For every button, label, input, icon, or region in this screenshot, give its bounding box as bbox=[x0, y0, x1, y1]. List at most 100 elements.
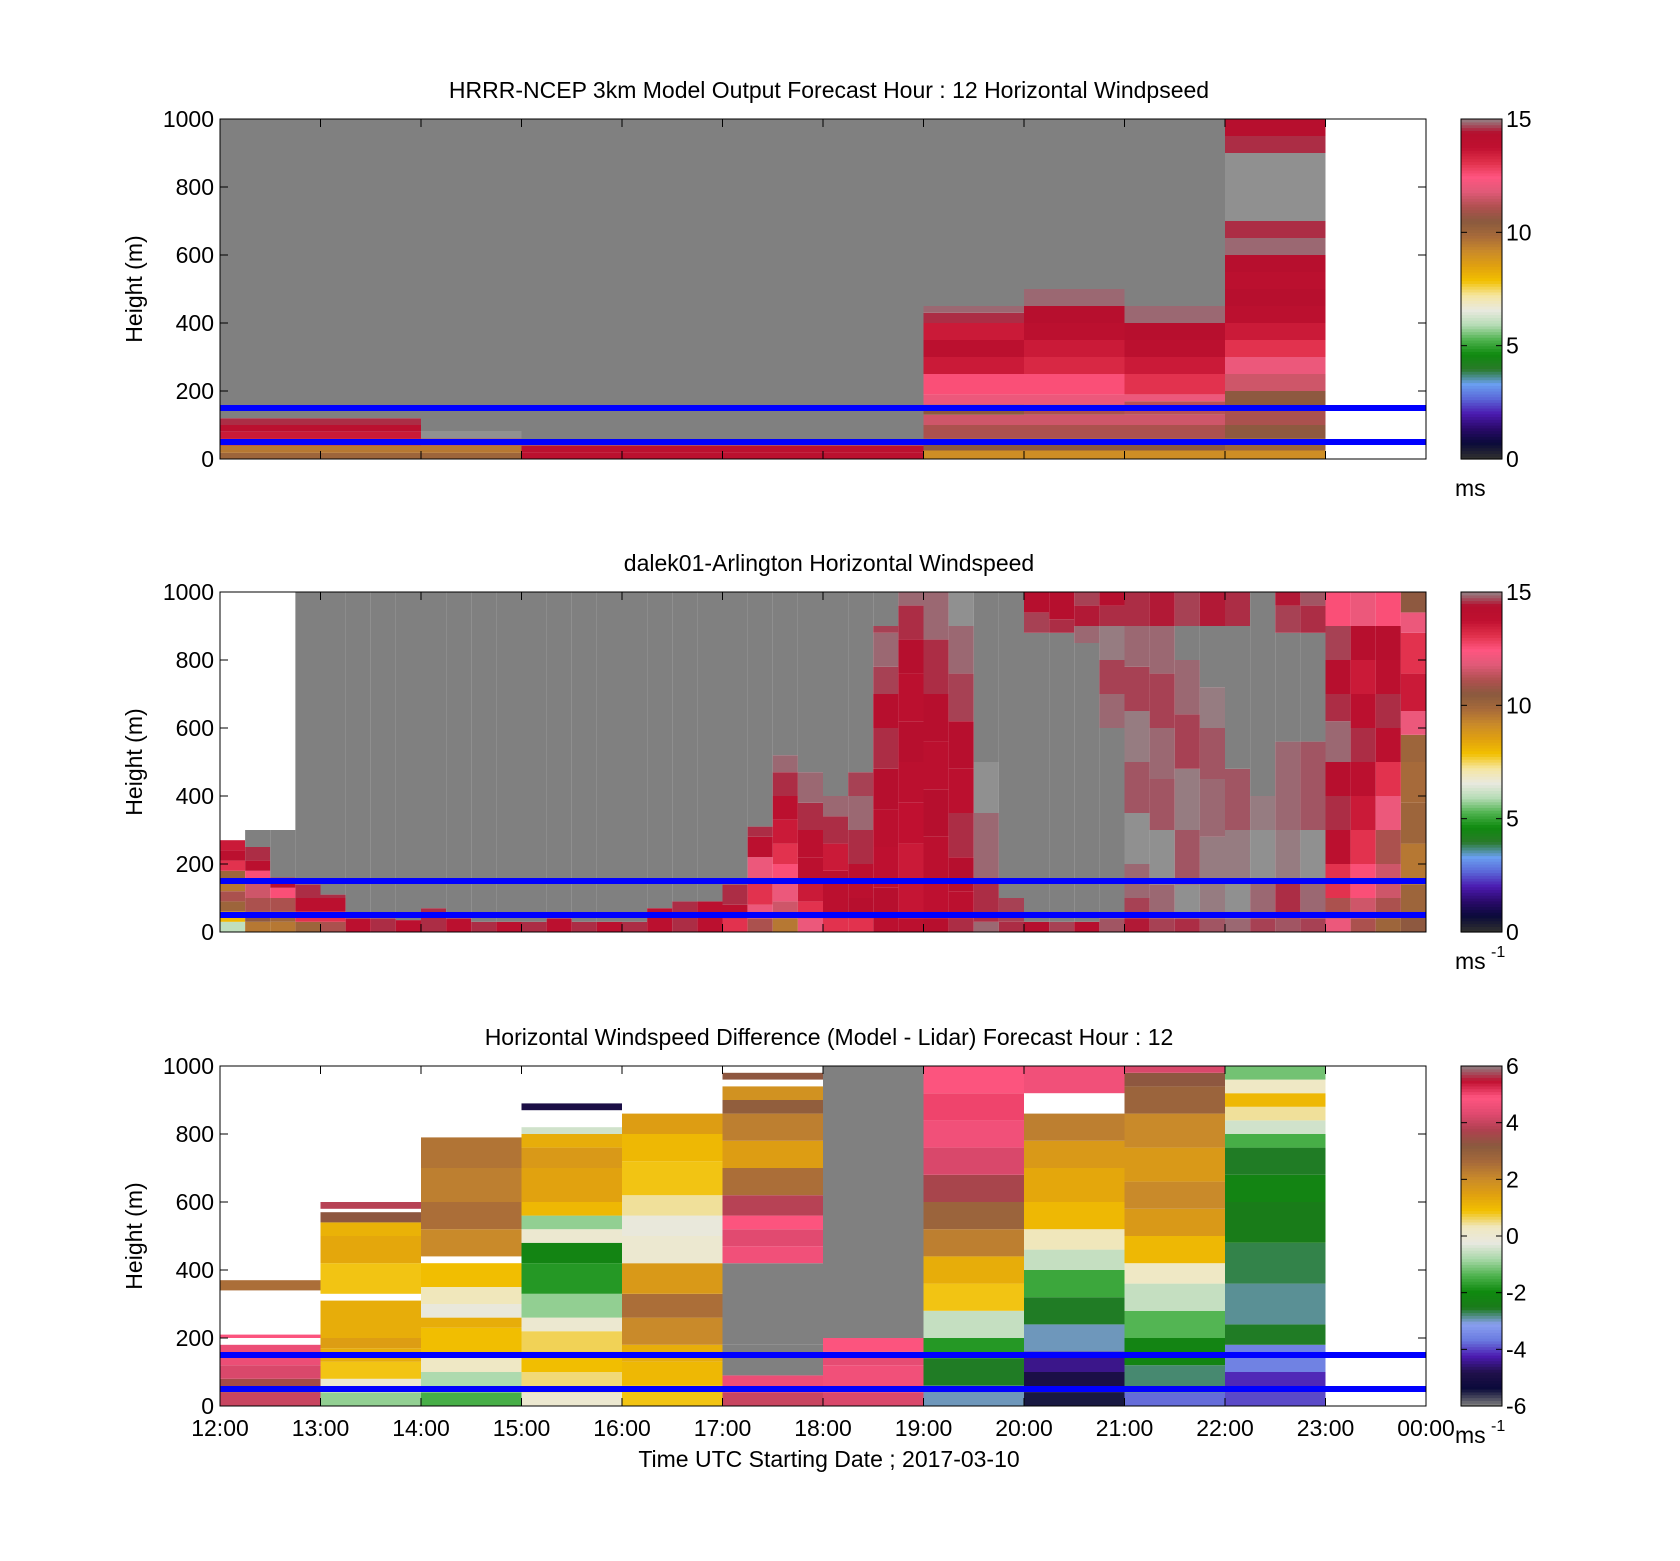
colorbar-swatch bbox=[1461, 1213, 1502, 1217]
y-tick-label: 400 bbox=[176, 1257, 214, 1283]
heatmap-cell bbox=[421, 1355, 522, 1372]
colorbar-swatch bbox=[1461, 121, 1502, 126]
heatmap-cell bbox=[1174, 592, 1200, 626]
colorbar-swatch bbox=[1461, 311, 1502, 316]
heatmap-cell bbox=[521, 592, 547, 922]
colorbar-swatch bbox=[1461, 631, 1502, 636]
heatmap-cell bbox=[1325, 626, 1351, 660]
colorbar-swatch bbox=[1461, 1088, 1502, 1093]
colorbar-swatch bbox=[1461, 269, 1502, 273]
heatmap-cell bbox=[1225, 728, 1251, 769]
heatmap-cell bbox=[1225, 391, 1326, 408]
heatmap-cell bbox=[1124, 666, 1150, 711]
heatmap-cell bbox=[1024, 1229, 1125, 1250]
x-tick-label: 16:00 bbox=[593, 1415, 651, 1441]
colorbar-swatch bbox=[1461, 923, 1502, 927]
heatmap-cell bbox=[1149, 728, 1175, 779]
colorbar-swatch bbox=[1461, 1306, 1502, 1311]
heatmap-cell bbox=[1225, 768, 1251, 830]
colorbar-swatch bbox=[1461, 665, 1502, 670]
heatmap-cell bbox=[1174, 714, 1200, 769]
heatmap-cell bbox=[923, 789, 949, 837]
colorbar-tick-label: 5 bbox=[1506, 806, 1519, 832]
heatmap-cell bbox=[1124, 1086, 1225, 1114]
colorbar-swatch bbox=[1461, 781, 1502, 786]
heatmap-cell bbox=[923, 119, 1024, 306]
heatmap-cell bbox=[320, 119, 421, 419]
heatmap-cell bbox=[1225, 187, 1326, 221]
colorbar-swatch bbox=[1461, 1244, 1502, 1248]
colorbar-swatch bbox=[1461, 170, 1502, 174]
heatmap-cell bbox=[320, 418, 421, 425]
colorbar-swatch bbox=[1461, 1227, 1502, 1231]
colorbar-tick-label: 15 bbox=[1506, 579, 1532, 605]
heatmap-cell bbox=[1024, 632, 1050, 922]
heatmap-cell bbox=[923, 450, 1024, 459]
colorbar-swatch bbox=[1461, 895, 1502, 899]
colorbar-swatch bbox=[1461, 677, 1502, 681]
colorbar-swatch bbox=[1461, 694, 1502, 698]
colorbar-swatch bbox=[1461, 855, 1502, 859]
colorbar-swatch bbox=[1461, 359, 1502, 364]
colorbar-swatch bbox=[1461, 1253, 1502, 1257]
colorbar-swatch bbox=[1461, 436, 1502, 440]
heatmap-cell bbox=[1225, 306, 1326, 323]
colorbar-swatch bbox=[1461, 620, 1502, 624]
colorbar-swatch bbox=[1461, 1142, 1502, 1146]
colorbar-swatch bbox=[1461, 1312, 1502, 1316]
colorbar-swatch bbox=[1461, 679, 1502, 684]
colorbar-swatch bbox=[1461, 1066, 1502, 1070]
heatmap-cell bbox=[1099, 918, 1125, 932]
heatmap-cell bbox=[1024, 612, 1050, 633]
colorbar-swatch bbox=[1461, 1100, 1502, 1104]
colorbar-swatch bbox=[1461, 1131, 1502, 1135]
heatmap-cell bbox=[320, 894, 346, 898]
x-tick-label: 15:00 bbox=[493, 1415, 551, 1441]
heatmap-cell bbox=[1400, 711, 1427, 735]
colorbar-swatch bbox=[1461, 1128, 1502, 1132]
colorbar-swatch bbox=[1461, 453, 1502, 457]
heatmap-cell bbox=[1149, 918, 1175, 932]
heatmap-cell bbox=[622, 1195, 723, 1216]
heatmap-cell bbox=[220, 1365, 321, 1379]
colorbar-swatch bbox=[1461, 402, 1502, 406]
heatmap-cell bbox=[898, 918, 924, 932]
colorbar-swatch bbox=[1461, 906, 1502, 910]
colorbar-swatch bbox=[1461, 218, 1502, 222]
colorbar-tick-label: 2 bbox=[1506, 1166, 1519, 1192]
heatmap-cell bbox=[923, 425, 1024, 439]
heatmap-cell bbox=[898, 843, 924, 881]
heatmap-cell bbox=[220, 860, 246, 871]
heatmap-cell bbox=[1199, 626, 1226, 688]
colorbar-swatch bbox=[1461, 1216, 1502, 1220]
colorbar-swatch bbox=[1461, 773, 1502, 777]
colorbar-swatch bbox=[1461, 784, 1502, 789]
heatmap-cell bbox=[772, 918, 798, 932]
heatmap-cell bbox=[1225, 918, 1251, 932]
y-tick-label: 1000 bbox=[163, 1053, 214, 1079]
heatmap-cell bbox=[270, 898, 296, 912]
colorbar-swatch bbox=[1461, 685, 1502, 689]
colorbar-swatch bbox=[1461, 274, 1502, 279]
colorbar-swatch bbox=[1461, 592, 1502, 596]
heatmap-cell bbox=[421, 431, 522, 439]
colorbar-swatch bbox=[1461, 306, 1502, 310]
heatmap-cell bbox=[320, 445, 421, 453]
heatmap-cell bbox=[1074, 643, 1100, 922]
heatmap-cell bbox=[898, 802, 924, 844]
colorbar-swatch bbox=[1461, 702, 1502, 706]
colorbar-swatch bbox=[1461, 345, 1502, 350]
colorbar-swatch bbox=[1461, 368, 1502, 372]
colorbar-swatch bbox=[1461, 1125, 1502, 1129]
colorbar-swatch bbox=[1461, 419, 1502, 423]
colorbar: -6 -4 -2 0 2 4 6 ms -1 bbox=[1455, 1053, 1527, 1448]
colorbar-swatch bbox=[1461, 810, 1502, 814]
colorbar-swatch bbox=[1461, 1122, 1502, 1127]
heatmap-cell bbox=[772, 843, 798, 864]
heatmap-cell bbox=[923, 357, 1024, 374]
heatmap-cell bbox=[1275, 918, 1301, 932]
heatmap-cell bbox=[898, 721, 924, 762]
heatmap-cell bbox=[1400, 592, 1427, 613]
heatmap-cell bbox=[295, 884, 321, 898]
colorbar-swatch bbox=[1461, 136, 1502, 140]
